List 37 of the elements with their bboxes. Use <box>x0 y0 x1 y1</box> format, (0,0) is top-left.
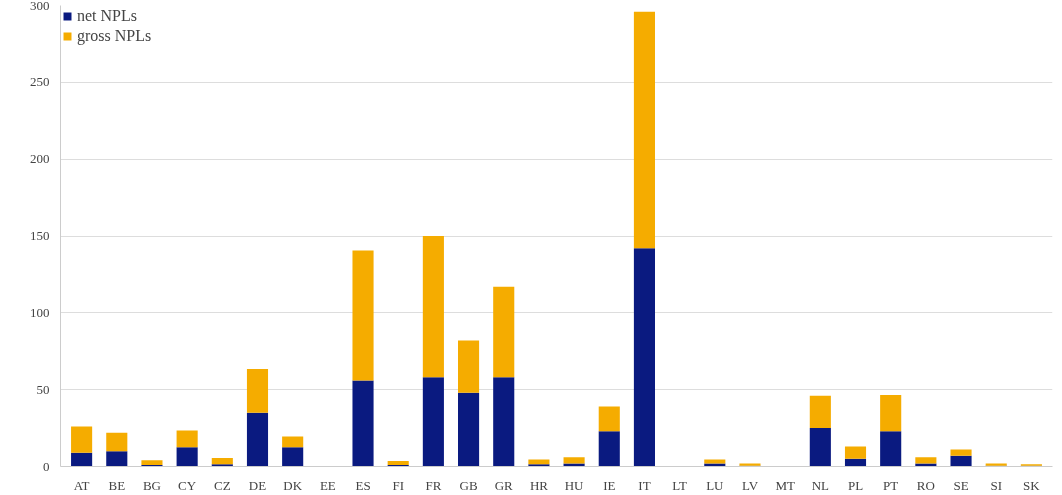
legend-label: gross NPLs <box>77 27 152 45</box>
x-tick-label: MT <box>775 477 795 493</box>
x-tick-label: RO <box>916 477 935 493</box>
x-tick-label: IE <box>603 477 616 493</box>
x-tick-label: AT <box>73 477 90 493</box>
y-tick-label: 50 <box>36 381 50 397</box>
x-tick-label: LV <box>741 477 759 493</box>
y-tick-label: 300 <box>30 0 50 13</box>
x-tick-label: CY <box>178 477 197 493</box>
y-tick-label: 200 <box>30 151 50 167</box>
x-tick-label: NL <box>811 477 830 493</box>
x-tick-label: CZ <box>214 477 231 493</box>
x-tick-label: FI <box>392 477 404 493</box>
x-tick-label: DK <box>283 477 303 493</box>
y-tick-label: 0 <box>43 458 50 474</box>
x-tick-label: ES <box>355 477 371 493</box>
x-tick-label: BG <box>142 477 161 493</box>
x-tick-label: HU <box>564 477 585 493</box>
x-tick-label: BE <box>108 477 126 493</box>
x-tick-label: PL <box>847 477 864 493</box>
legend-label: net NPLs <box>77 7 137 25</box>
x-tick-label: LU <box>706 477 725 493</box>
x-tick-label: EE <box>319 477 336 493</box>
y-tick-label: 150 <box>30 228 50 243</box>
x-tick-label: SI <box>990 477 1002 493</box>
x-tick-label: PT <box>883 477 899 493</box>
x-tick-label: IT <box>638 477 651 493</box>
x-tick-label: DE <box>248 477 267 493</box>
y-tick-label: 100 <box>30 304 50 320</box>
x-tick-label: GB <box>459 477 478 493</box>
y-tick-label: 250 <box>30 74 50 90</box>
x-tick-label: LT <box>672 477 688 493</box>
x-tick-label: SK <box>1023 477 1041 493</box>
x-tick-label: HR <box>529 477 549 493</box>
x-tick-label: GR <box>494 477 514 493</box>
x-tick-label: SE <box>953 477 969 493</box>
x-tick-label: FR <box>425 477 442 493</box>
